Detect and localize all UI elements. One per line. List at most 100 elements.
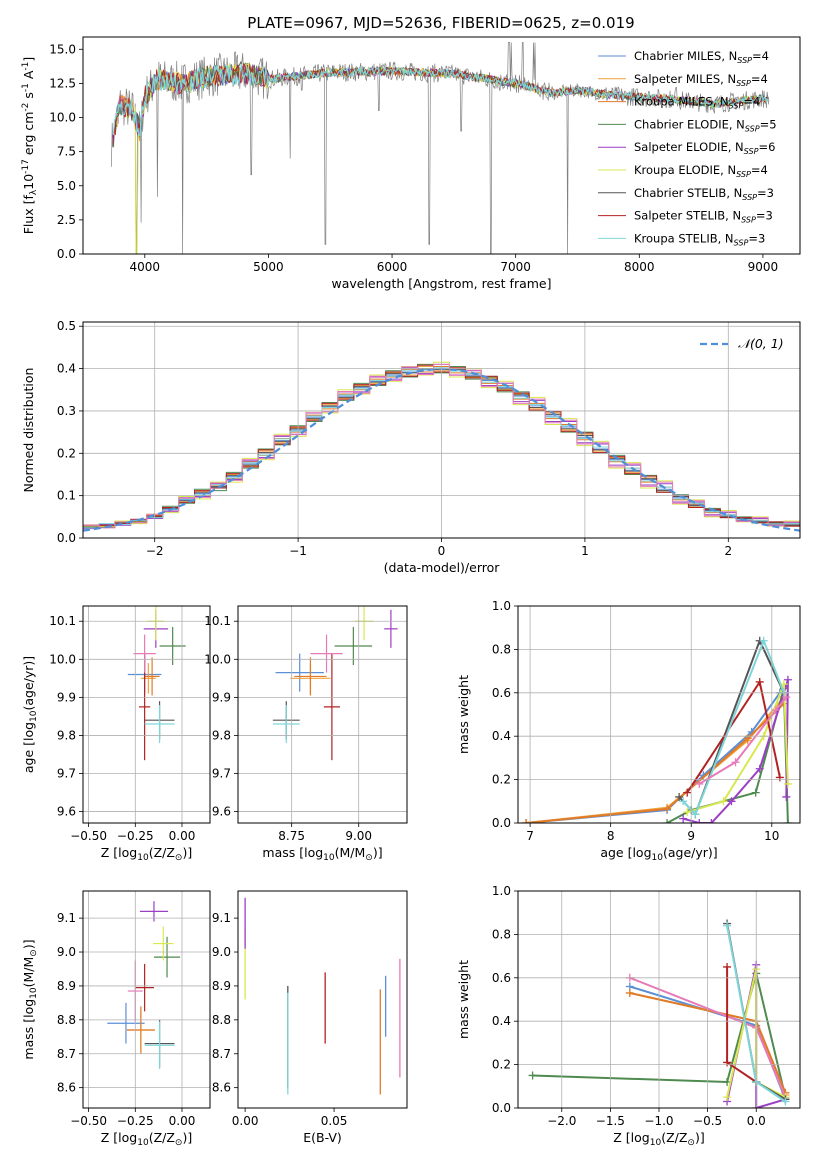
- x-axis-label: Z [log10(Z/Z⊙)]: [101, 845, 192, 863]
- x-axis-label: Z [log10(Z/Z⊙)]: [101, 1130, 192, 1148]
- panel-mass-EBV: 0.00 0.05 8.6 8.7 8.8 8.9 9.0 9.1 E(B-V): [212, 890, 408, 1145]
- weight-point-marker: [683, 808, 692, 817]
- x-tick-label: 7000: [500, 260, 531, 274]
- weight-point-marker: [759, 636, 768, 645]
- weight-point-marker: [691, 810, 700, 819]
- weight-point-marker: [731, 758, 740, 767]
- x-tick-label: −0.50: [70, 829, 107, 843]
- plot-area: [244, 897, 401, 1095]
- plot-area: [111, 42, 770, 254]
- x-tick-label: 8.75: [278, 829, 305, 843]
- panel-age-mass: 8.75 9.00 9.6 9.7 9.8 9.9 10.0 10.1 mass [log10(…: [204, 605, 408, 863]
- y-tick-label: 5.0: [57, 179, 76, 193]
- y-tick-label: 9.0: [57, 945, 76, 959]
- weight-point-marker: [727, 797, 736, 806]
- x-axis-label: (data-model)/error: [384, 560, 501, 575]
- axes-frame: [82, 321, 801, 539]
- y-tick-label: 0.3: [57, 404, 76, 418]
- y-axis-label: mass weight: [456, 675, 471, 754]
- y-tick-label: 9.7: [212, 767, 231, 781]
- axes-frame: [237, 890, 408, 1109]
- y-tick-label: 8.7: [212, 1047, 231, 1061]
- weight-series-line: [526, 702, 785, 823]
- y-axis-label: mass [log10(M/M⊙)]: [21, 939, 39, 1059]
- x-tick-label: 8: [607, 829, 615, 843]
- x-tick-label: −0.25: [117, 829, 154, 843]
- legend-label: Kroupa ELODIE, NSSP=4: [634, 163, 768, 179]
- x-axis-label: Z [log10(Z/Z⊙)]: [613, 1130, 704, 1148]
- x-tick-label: −0.25: [117, 1114, 154, 1128]
- y-tick-label: 8.9: [57, 979, 76, 993]
- y-tick-label: 0.8: [492, 927, 511, 941]
- weight-point-marker: [679, 797, 688, 806]
- weight-point-marker: [723, 962, 732, 971]
- y-tick-label: 0.4: [57, 362, 76, 376]
- x-tick-label: −1: [289, 544, 307, 558]
- weight-point-marker: [522, 819, 531, 823]
- axes-frame: [237, 605, 408, 824]
- weight-point-marker: [683, 788, 692, 797]
- plot-area: [272, 606, 398, 761]
- y-tick-label: 0.6: [492, 971, 511, 985]
- weight-point-marker: [723, 1058, 732, 1067]
- y-tick-label: 2.5: [57, 213, 76, 227]
- weight-point-marker: [663, 804, 672, 813]
- legend-label: Chabrier STELIB, NSSP=3: [634, 186, 774, 202]
- weight-series-line: [682, 637, 785, 817]
- y-tick-label: 8.8: [57, 1013, 76, 1027]
- y-tick-label: 8.6: [212, 1081, 231, 1095]
- weight-point-marker: [723, 1093, 732, 1102]
- panel-mass-Z: −0.50 −0.25 0.00 8.6 8.7 8.8 8.9 9.0 9.1 Z [log10…: [21, 890, 211, 1148]
- axes-frame: [82, 36, 801, 255]
- y-tick-label: 15.0: [49, 42, 76, 56]
- x-tick-label: −0.50: [70, 1114, 107, 1128]
- panel-weight-Z: −2.0 −1.5 −1.0 −0.5 0.0 0.0 0.2 0.4 0.6 0.8 1.0 Z […: [456, 884, 801, 1148]
- x-tick-label: −1.0: [644, 1114, 673, 1128]
- y-tick-label: 1.0: [492, 599, 511, 613]
- y-tick-label: 0.1: [57, 489, 76, 503]
- x-tick-label: 5000: [253, 260, 284, 274]
- panel-residuals: −2 −1 0 1 2 0.0 0.1 0.2 0.3 0.4 0.5 (data-model)/er…: [21, 319, 801, 575]
- x-tick-label: −0.5: [693, 1114, 722, 1128]
- x-tick-label: 10: [764, 829, 779, 843]
- y-tick-label: 0.8: [492, 642, 511, 656]
- y-tick-label: 8.6: [57, 1081, 76, 1095]
- x-tick-label: 0.00: [169, 1114, 196, 1128]
- y-tick-label: 9.0: [212, 945, 231, 959]
- y-tick-label: 0.0: [492, 816, 511, 830]
- y-tick-label: 9.6: [212, 805, 231, 819]
- axes-frame: [517, 890, 801, 1109]
- y-tick-label: 10.0: [49, 652, 76, 666]
- y-tick-label: 9.8: [212, 728, 231, 742]
- weight-point-marker: [783, 675, 792, 684]
- weight-point-marker: [679, 814, 688, 823]
- x-tick-label: 2: [724, 544, 732, 558]
- panel-spectrum: 4000 5000 6000 7000 8000 9000 0.0 2.5 5.0 7.5 10.0…: [21, 36, 801, 291]
- y-tick-label: 10.0: [204, 652, 231, 666]
- weight-point-marker: [707, 819, 716, 823]
- x-tick-label: 8000: [624, 260, 655, 274]
- y-tick-label: 0.0: [492, 1101, 511, 1115]
- y-tick-label: 8.7: [57, 1047, 76, 1061]
- y-tick-label: 9.9: [212, 690, 231, 704]
- weight-point-marker: [782, 693, 791, 702]
- y-axis-label: Normed distribution: [21, 368, 36, 493]
- legend-label: Salpeter MILES, NSSP=4: [634, 72, 768, 88]
- weight-point-marker: [781, 1097, 790, 1106]
- weight-point-marker: [743, 734, 752, 743]
- x-tick-label: 0.00: [232, 1114, 259, 1128]
- x-tick-label: 0: [438, 544, 446, 558]
- weight-point-marker: [695, 819, 704, 823]
- weight-point-marker: [783, 819, 792, 823]
- panel-age-Z: −0.50 −0.25 0.00 9.6 9.7 9.8 9.9 10.0 10.1 Z [log…: [21, 605, 211, 863]
- x-axis-label: mass [log10(M/M⊙)]: [262, 845, 382, 863]
- x-tick-label: 0.0: [747, 1114, 766, 1128]
- y-axis-label: age [log10(age/yr)]: [21, 656, 39, 773]
- x-tick-label: 9.00: [345, 829, 372, 843]
- legend-label: Chabrier ELODIE, NSSP=5: [634, 117, 777, 133]
- legend-label: Salpeter ELODIE, NSSP=6: [634, 140, 775, 156]
- y-tick-label: 0.4: [492, 729, 511, 743]
- weight-point-marker: [723, 921, 732, 930]
- y-tick-label: 12.5: [49, 76, 76, 90]
